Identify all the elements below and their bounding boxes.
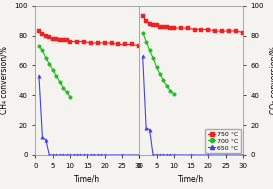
Legend: 750 °C, 700 °C, 650 °C: 750 °C, 700 °C, 650 °C: [206, 129, 241, 153]
X-axis label: Time/h: Time/h: [74, 174, 100, 183]
X-axis label: Time/h: Time/h: [178, 174, 204, 183]
Y-axis label: CO₂ conversion/%: CO₂ conversion/%: [270, 46, 273, 114]
Y-axis label: CH₄ conversion/%: CH₄ conversion/%: [0, 46, 9, 114]
